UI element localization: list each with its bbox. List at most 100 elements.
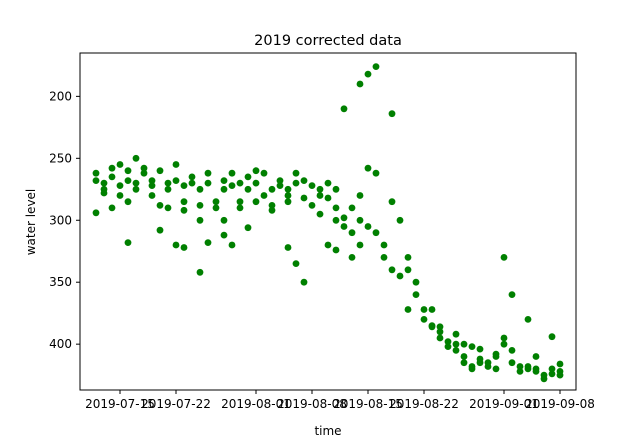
x-tick-label: 2019-08-01 <box>221 397 291 411</box>
data-point <box>164 179 172 187</box>
data-point <box>380 254 388 261</box>
data-point <box>92 177 100 185</box>
data-point <box>404 306 412 313</box>
data-point <box>284 192 292 199</box>
data-point <box>460 359 468 367</box>
data-point <box>284 185 292 193</box>
data-point <box>244 185 252 193</box>
data-point <box>132 154 140 162</box>
data-point <box>252 179 260 187</box>
data-point <box>436 323 444 331</box>
data-point <box>148 192 156 199</box>
data-point <box>148 182 156 190</box>
data-point <box>260 169 268 177</box>
y-tick-label: 350 <box>49 275 72 289</box>
data-point <box>292 260 300 267</box>
data-point <box>108 173 116 181</box>
data-point <box>356 241 364 249</box>
data-point <box>324 179 332 187</box>
data-point <box>396 272 404 280</box>
data-point <box>364 164 372 172</box>
data-point <box>172 241 180 249</box>
x-axis-label: time <box>314 424 341 438</box>
data-point <box>372 229 380 237</box>
data-point <box>356 216 364 224</box>
data-point <box>228 182 236 190</box>
data-point <box>556 371 564 379</box>
data-point <box>236 179 244 187</box>
data-point <box>292 169 300 177</box>
data-point <box>180 182 188 190</box>
data-point <box>412 291 420 298</box>
data-point <box>188 173 196 181</box>
data-point <box>124 198 132 206</box>
data-point <box>124 177 132 185</box>
data-point <box>548 370 556 378</box>
y-ticks: 200 250 300 350 400 <box>49 89 80 351</box>
data-point <box>196 185 204 193</box>
data-point <box>180 198 188 206</box>
data-point <box>116 182 124 190</box>
data-point <box>276 182 284 190</box>
data-point <box>428 323 436 331</box>
y-tick-label: 200 <box>49 89 72 103</box>
data-point <box>420 316 428 323</box>
data-point <box>220 231 228 239</box>
y-tick-label: 250 <box>49 151 72 165</box>
data-point <box>140 169 148 177</box>
data-point <box>452 330 460 338</box>
data-point <box>420 306 428 313</box>
data-point <box>124 167 132 175</box>
data-point <box>468 343 476 350</box>
data-point <box>436 334 444 342</box>
data-point <box>156 167 164 175</box>
data-point <box>508 359 516 367</box>
data-point <box>308 202 316 209</box>
data-point <box>316 192 324 199</box>
data-point <box>268 206 276 214</box>
data-point <box>140 164 148 172</box>
data-point <box>212 198 220 206</box>
data-point <box>508 347 516 354</box>
data-point <box>172 177 180 185</box>
data-point <box>460 340 468 348</box>
data-point <box>548 365 556 373</box>
data-point <box>428 306 436 313</box>
data-point <box>308 182 316 190</box>
data-point <box>348 254 356 261</box>
data-point <box>268 185 276 193</box>
data-point <box>364 70 372 78</box>
data-point <box>252 167 260 175</box>
data-point <box>484 359 492 367</box>
data-point <box>204 169 212 177</box>
chart-title: 2019 corrected data <box>254 33 402 49</box>
data-point <box>132 185 140 193</box>
x-tick-label: 2019-07-22 <box>141 397 211 411</box>
data-point <box>460 353 468 360</box>
y-tick-label: 300 <box>49 213 72 227</box>
data-point <box>452 347 460 354</box>
data-point <box>164 204 172 212</box>
data-point <box>540 375 548 383</box>
data-point <box>116 161 124 168</box>
data-point <box>100 179 108 187</box>
points-layer <box>92 63 564 383</box>
data-point <box>220 185 228 193</box>
data-point <box>124 239 132 247</box>
data-point <box>348 229 356 237</box>
data-point <box>108 164 116 172</box>
data-point <box>204 239 212 247</box>
data-point <box>444 338 452 346</box>
data-point <box>380 241 388 249</box>
data-point <box>500 340 508 348</box>
data-point <box>500 254 508 261</box>
data-point <box>300 278 308 286</box>
y-tick-label: 400 <box>49 337 72 351</box>
data-point <box>492 350 500 358</box>
data-point <box>412 278 420 286</box>
data-point <box>180 206 188 214</box>
data-point <box>548 333 556 341</box>
data-point <box>444 343 452 350</box>
